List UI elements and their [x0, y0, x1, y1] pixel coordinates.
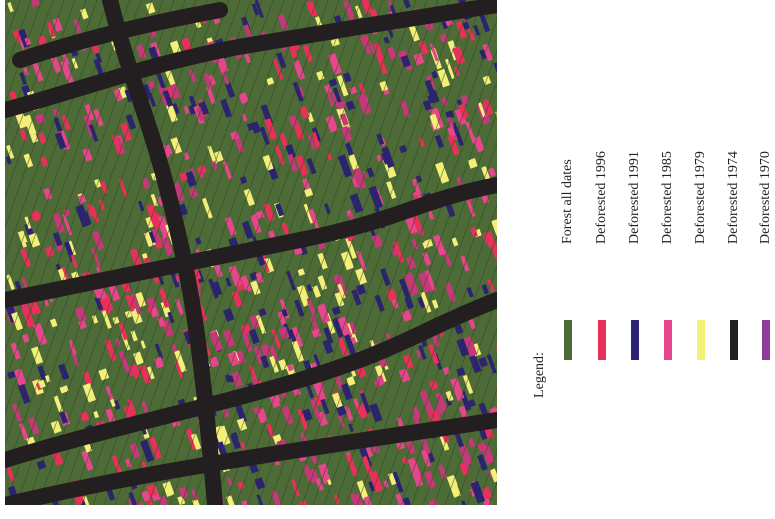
field-line: [533, 0, 713, 505]
legend-label: Deforested 1970: [758, 151, 773, 244]
map-patch: [496, 265, 507, 283]
field-line: [610, 0, 775, 505]
page: Legend: Forest all dates Deforested 1996 D…: [0, 0, 775, 514]
legend-swatch: [697, 320, 705, 360]
map-patch: [495, 110, 507, 129]
legend-swatch: [598, 320, 606, 360]
map-patch: [496, 391, 508, 408]
legend-swatch: [730, 320, 738, 360]
field-line: [632, 0, 775, 505]
field-line: [522, 0, 702, 505]
field-line: [478, 0, 658, 505]
legend-swatch: [631, 320, 639, 360]
field-line: [489, 0, 669, 505]
legend-swatch: [762, 320, 770, 360]
legend-label: Deforested 1996: [594, 151, 609, 244]
legend-swatch: [664, 320, 672, 360]
field-line: [643, 0, 775, 505]
field-line: [621, 0, 775, 505]
legend-label: Deforested 1991: [627, 151, 642, 244]
legend-label: Deforested 1974: [726, 151, 741, 244]
field-line: [500, 0, 680, 505]
field-line: [511, 0, 691, 505]
legend-label: Deforested 1985: [660, 151, 675, 244]
legend-title: Legend:: [532, 352, 547, 398]
field-line: [555, 0, 735, 505]
field-line: [588, 0, 768, 505]
legend-label: Deforested 1979: [693, 151, 708, 244]
field-line: [544, 0, 724, 505]
field-line: [577, 0, 757, 505]
map-patch: [496, 343, 506, 354]
field-line: [654, 0, 775, 505]
legend-label: Forest all dates: [560, 159, 575, 244]
land-cover-map: [0, 0, 775, 514]
field-line: [599, 0, 775, 505]
legend-swatch: [564, 320, 572, 360]
legend: Legend: Forest all dates Deforested 1996 D…: [532, 151, 773, 398]
map-patch: [497, 500, 507, 514]
field-line: [566, 0, 746, 505]
